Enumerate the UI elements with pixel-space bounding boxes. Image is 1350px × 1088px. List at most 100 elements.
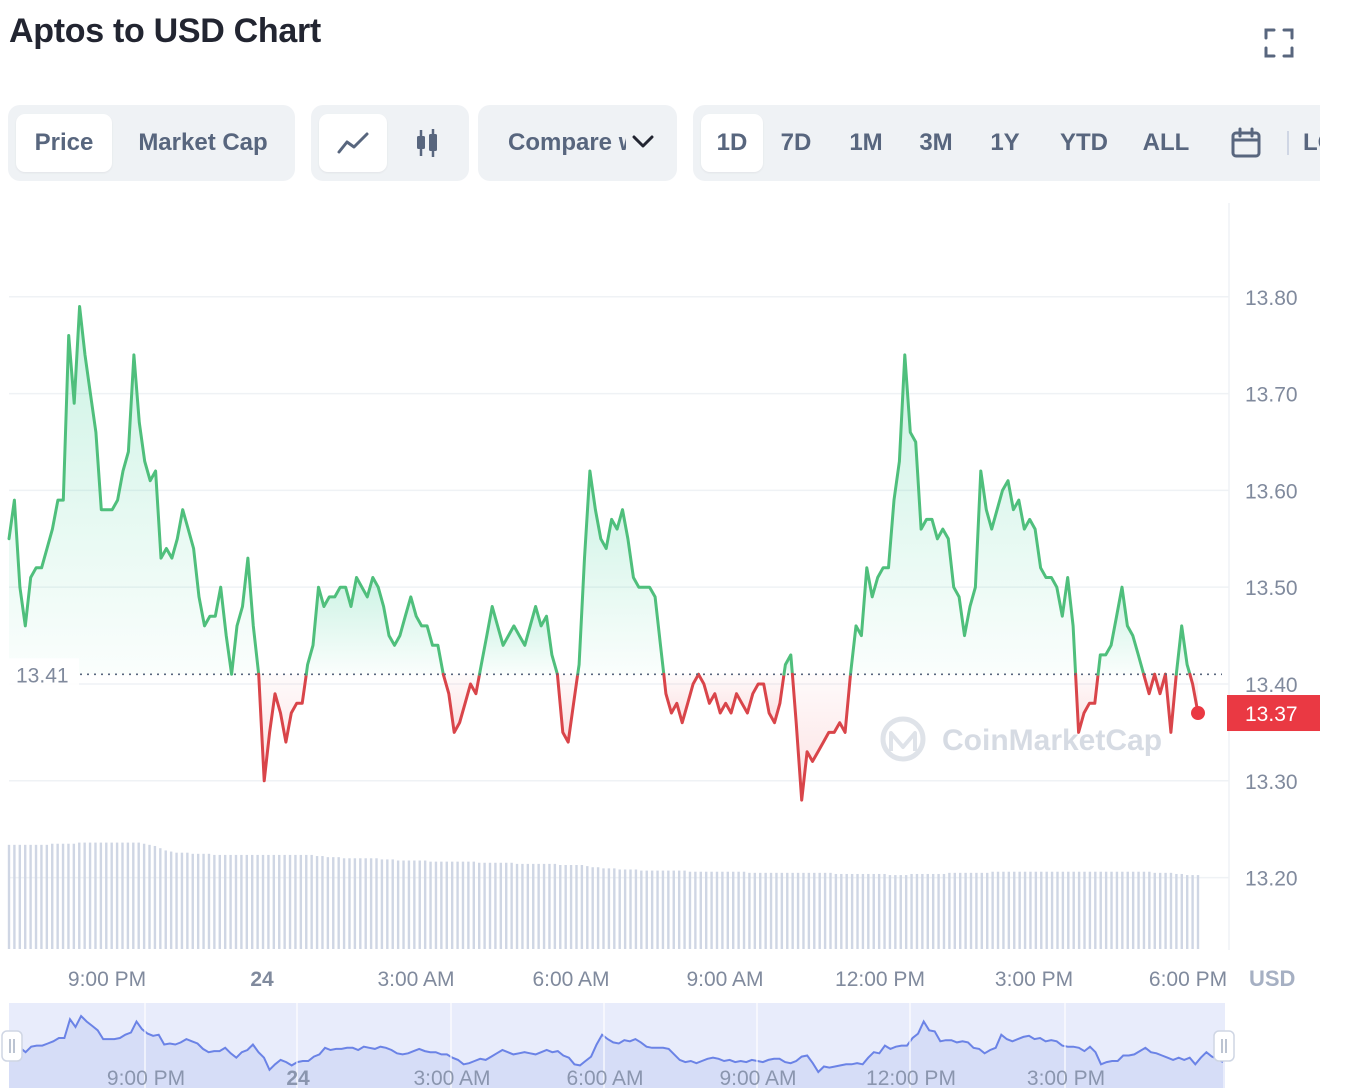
volume-bar [83, 842, 86, 949]
volume-bar [1099, 871, 1102, 949]
volume-bar [153, 845, 157, 949]
log-scale-button[interactable]: LOG [1303, 114, 1320, 172]
volume-bar [921, 873, 924, 949]
volume-bar [267, 854, 270, 949]
navigator-tick-label: 12:00 PM [866, 1067, 956, 1088]
volume-bar [261, 854, 265, 949]
watermark-text: CoinMarketCap [942, 724, 1162, 757]
x-tick-label: 9:00 PM [68, 968, 146, 991]
volume-bar [775, 872, 778, 949]
volume-bar [753, 872, 757, 949]
volume-bar [175, 852, 178, 949]
price-chart[interactable]: 13.41 CoinMarketCap 13.80 13.70 13.60 13.50… [0, 195, 1350, 1088]
volume-bar [667, 870, 670, 949]
navigator[interactable]: 9:00 PM 24 3:00 AM 6:00 AM 9:00 AM 12:00 PM 3:… [1, 1003, 1235, 1088]
price-line-down [555, 672, 580, 744]
candlestick-button[interactable] [393, 114, 461, 172]
volume-bar [1153, 872, 1156, 949]
compare-dropdown[interactable]: Compare with [478, 105, 677, 181]
metric-toggle: Price Market Cap [8, 105, 295, 181]
price-line-down [790, 672, 852, 802]
fullscreen-icon[interactable] [1262, 26, 1296, 60]
navigator-handle[interactable] [1213, 1030, 1235, 1062]
volume-bar [813, 872, 816, 949]
volume-bar [559, 865, 562, 949]
volume-bar [364, 858, 367, 949]
time-range-toggle: 1D 7D 1M 3M 1Y YTD ALL LOG [693, 105, 1320, 181]
volume-bar [1164, 872, 1167, 949]
volume-bar [1191, 875, 1194, 949]
price-line-up [1174, 624, 1192, 676]
volume-bar [796, 872, 800, 949]
volume-bar [721, 871, 724, 949]
range-1m-button[interactable]: 1M [833, 114, 899, 172]
volume-bar [326, 857, 330, 949]
range-7d-button[interactable]: 7D [761, 114, 831, 172]
range-ytd-button[interactable]: YTD [1038, 114, 1130, 172]
volume-bar [791, 872, 794, 949]
x-tick-label: 12:00 PM [835, 968, 925, 991]
axes: 13.80 13.70 13.60 13.50 13.40 13.30 13.20 13.37… [68, 287, 1320, 991]
volume-bar [596, 867, 600, 949]
volume-bar [40, 844, 43, 949]
y-tick-label: 13.60 [1245, 480, 1298, 503]
volume-bar [980, 872, 984, 949]
volume-bar [1018, 871, 1021, 949]
volume-bar [1002, 871, 1005, 949]
current-price-badge [1227, 695, 1320, 732]
volume-bar [1142, 871, 1146, 949]
volume-bar [391, 859, 394, 949]
y-tick-label: 13.30 [1245, 771, 1298, 794]
volume-bar [61, 843, 65, 949]
volume-bar [256, 854, 259, 949]
volume-bar [207, 853, 211, 949]
range-all-button[interactable]: ALL [1123, 114, 1209, 172]
x-tick-label: 3:00 PM [995, 968, 1073, 991]
y-tick-label: 13.40 [1245, 674, 1298, 697]
volume-bar [688, 871, 692, 949]
volume-bar [1131, 871, 1135, 949]
navigator-tick-label: 3:00 PM [1027, 1067, 1105, 1088]
tab-price[interactable]: Price [16, 114, 112, 172]
volume-bar [440, 861, 443, 949]
volume-bar [142, 843, 146, 949]
range-3m-button[interactable]: 3M [903, 114, 969, 172]
volume-bar [251, 854, 254, 949]
volume-bar [683, 870, 686, 949]
price-line-down [662, 672, 700, 725]
volume-bar [45, 844, 49, 949]
calendar-button[interactable] [1215, 114, 1277, 172]
volume-bar [521, 863, 524, 949]
volume-bar [461, 861, 465, 949]
volume-bar [1056, 871, 1059, 949]
price-area [9, 306, 1198, 801]
volume-bar [1104, 871, 1108, 949]
volume-bar [537, 863, 540, 949]
line-chart-button[interactable] [319, 114, 387, 172]
navigator-handle[interactable] [1, 1030, 23, 1062]
volume-bar [672, 870, 675, 949]
volume-bar [634, 869, 638, 949]
range-1d-button[interactable]: 1D [701, 114, 763, 172]
volume-bar [1040, 871, 1043, 949]
volume-bar [483, 862, 486, 949]
volume-bar [888, 875, 892, 949]
volume-bar [380, 859, 384, 949]
volume-bar [310, 854, 313, 949]
price-line-up [478, 605, 559, 676]
volume-bar [386, 859, 389, 949]
volume-bar [229, 854, 232, 949]
volume-bar [575, 865, 578, 949]
volume-bar [1050, 871, 1054, 949]
volume-bar [234, 854, 238, 949]
volume-bar [861, 873, 865, 949]
volume-bar [975, 872, 978, 949]
volume-bar [694, 871, 697, 949]
volume-bar [677, 870, 681, 949]
range-1y-button[interactable]: 1Y [973, 114, 1037, 172]
watermark: CoinMarketCap [880, 716, 1162, 762]
tab-market-cap[interactable]: Market Cap [120, 114, 286, 172]
volume-bar [1072, 871, 1075, 949]
volume-bar [445, 861, 448, 949]
volume-bar [845, 873, 848, 949]
